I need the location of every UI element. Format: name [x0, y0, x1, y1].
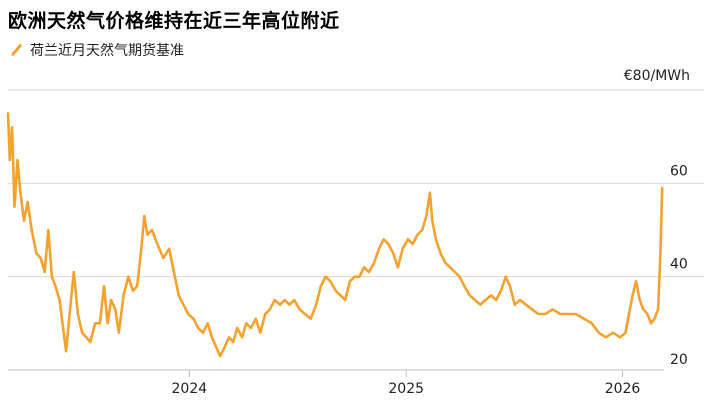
- series-layer: [6, 112, 664, 358]
- grid-lines: [8, 89, 704, 371]
- x-tick-label-2025: 2025: [388, 381, 424, 397]
- y-tick-label-20: 20: [670, 352, 688, 368]
- y-tick-label-40: 40: [670, 257, 688, 273]
- y-tick-label-80: €80/MWh: [624, 68, 690, 84]
- legend-label: 荷兰近月天然气期货基准: [30, 43, 184, 59]
- series-line-0: [6, 112, 664, 358]
- x-tick-label-2024: 2024: [172, 381, 208, 397]
- chart-title: 欧洲天然气价格维持在近三年高位附近: [8, 10, 340, 32]
- x-tick-label-2026: 2026: [605, 381, 641, 397]
- y-tick-label-60: 60: [670, 163, 688, 179]
- x-axis-ticks: 2024 2025 2026: [172, 370, 641, 397]
- legend: 荷兰近月天然气期货基准: [10, 40, 184, 60]
- y-axis-ticks: 20 40 60 €80/MWh: [624, 68, 690, 368]
